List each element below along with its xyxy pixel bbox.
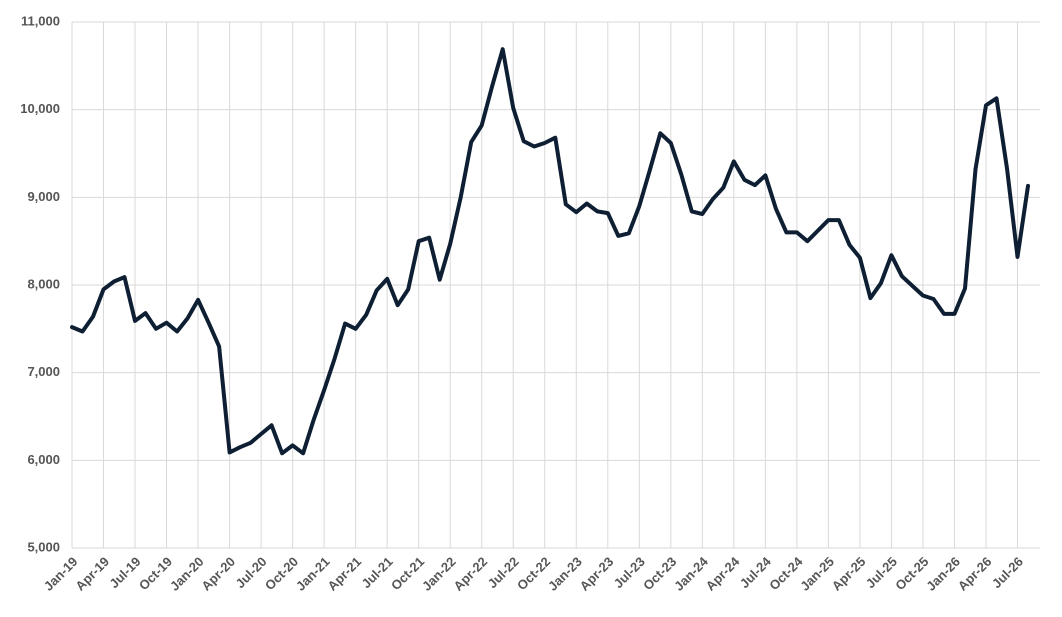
x-tick-label: Jan-19 [41,554,81,594]
y-tick-label: 9,000 [27,189,60,204]
x-tick-label: Oct-22 [514,554,553,593]
x-tick-label: Jan-23 [545,554,585,594]
x-tick-label: Apr-26 [955,554,995,594]
x-tick-label: Oct-19 [136,554,175,593]
line [70,47,1030,456]
x-tick-label: Apr-25 [829,554,869,594]
x-tick-label: Apr-20 [198,554,238,594]
x-tick-label: Jan-24 [671,553,711,593]
y-tick-label: 11,000 [21,13,60,28]
x-tick-label: Apr-24 [703,553,743,593]
x-tick-label: Oct-21 [388,554,427,593]
x-tick-label: Apr-22 [451,554,491,594]
x-tick-label: Jan-26 [923,554,963,594]
x-tick-label: Oct-20 [262,554,301,593]
y-tick-label: 8,000 [27,276,60,291]
x-tick-label: Oct-23 [640,554,679,593]
x-tick-label: Oct-25 [892,554,931,593]
y-tick-label: 10,000 [20,101,60,116]
y-tick-label: 6,000 [27,452,60,467]
x-tick-label: Jan-25 [797,554,837,594]
x-tick-label: Apr-19 [72,554,112,594]
x-tick-label: Apr-23 [577,554,617,594]
y-tick-label: 7,000 [27,364,60,379]
x-tick-label: Jan-22 [419,554,459,594]
x-tick-label: Jul-26 [989,554,1026,591]
x-tick-label: Jan-21 [293,554,333,594]
y-tick-label: 5,000 [27,539,60,554]
x-tick-label: Apr-21 [324,554,364,594]
x-tick-label: Jan-20 [167,554,207,594]
